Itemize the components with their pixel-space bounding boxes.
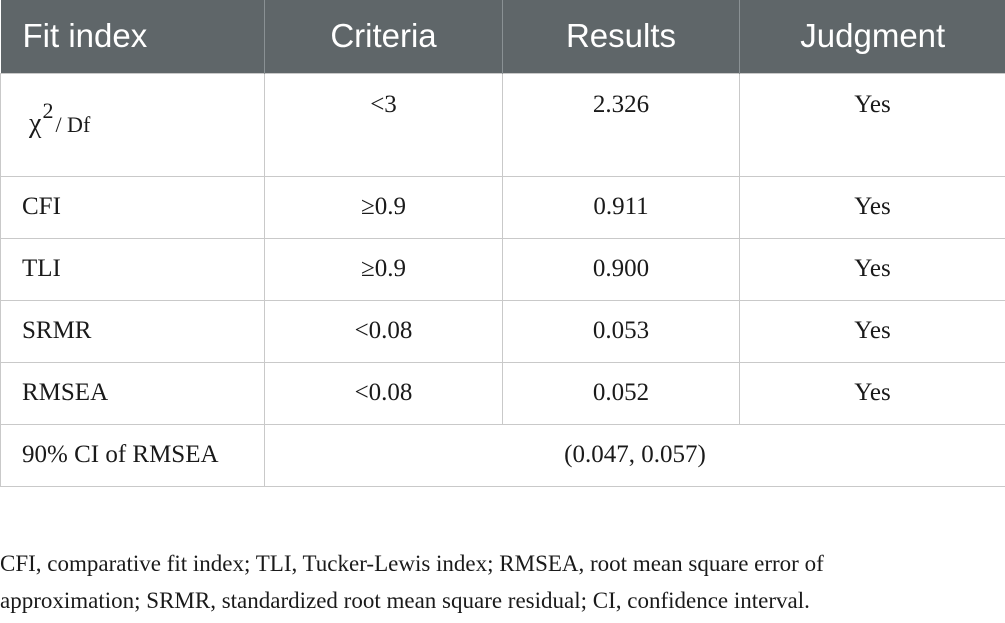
- cell-judgment: Yes: [739, 361, 1005, 425]
- cell-fit-index: χ2/ Df: [0, 72, 265, 177]
- footnote-line-2: approximation; SRMR, standardized root m…: [0, 588, 810, 613]
- cell-fit-index: 90% CI of RMSEA: [0, 423, 265, 487]
- chi-superscript: 2: [42, 97, 54, 123]
- table-row: SRMR <0.08 0.053 Yes: [0, 299, 1005, 363]
- header-criteria: Criteria: [264, 0, 503, 73]
- cell-criteria: ≥0.9: [264, 175, 503, 239]
- header-judgment: Judgment: [739, 0, 1005, 73]
- table-row: TLI ≥0.9 0.900 Yes: [0, 237, 1005, 301]
- table-row: RMSEA <0.08 0.052 Yes: [0, 361, 1005, 425]
- cell-fit-index: TLI: [0, 237, 265, 301]
- table-footnote: CFI, comparative fit index; TLI, Tucker-…: [0, 545, 1000, 619]
- cell-criteria: <3: [264, 72, 503, 177]
- table-row: CFI ≥0.9 0.911 Yes: [0, 175, 1005, 239]
- cell-result: 2.326: [502, 72, 740, 177]
- chi-df-label: / Df: [55, 111, 91, 137]
- cell-criteria: <0.08: [264, 299, 503, 363]
- cell-judgment: Yes: [739, 299, 1005, 363]
- cell-judgment: Yes: [739, 175, 1005, 239]
- table-row-chi-square: χ2/ Df <3 2.326 Yes: [0, 72, 1005, 177]
- cell-result: 0.911: [502, 175, 740, 239]
- cell-result: 0.053: [502, 299, 740, 363]
- header-fit-index: Fit index: [22, 17, 148, 55]
- cell-ci-value: (0.047, 0.057): [264, 423, 1005, 487]
- cell-fit-index: RMSEA: [0, 361, 265, 425]
- cell-result: 0.900: [502, 237, 740, 301]
- header-results: Results: [502, 0, 740, 73]
- cell-result: 0.052: [502, 361, 740, 425]
- cell-judgment: Yes: [739, 237, 1005, 301]
- chi-symbol: χ: [29, 107, 42, 139]
- footnote-line-1: CFI, comparative fit index; TLI, Tucker-…: [0, 551, 824, 576]
- table-row-confidence-interval: 90% CI of RMSEA (0.047, 0.057): [0, 423, 1005, 487]
- fit-index-table: Fit index Criteria Results Judgment χ2/ …: [0, 0, 1005, 487]
- cell-criteria: ≥0.9: [264, 237, 503, 301]
- table-header-row: Fit index Criteria Results Judgment: [0, 0, 1005, 73]
- cell-criteria: <0.08: [264, 361, 503, 425]
- cell-fit-index: SRMR: [0, 299, 265, 363]
- cell-judgment: Yes: [739, 72, 1005, 177]
- cell-fit-index: CFI: [0, 175, 265, 239]
